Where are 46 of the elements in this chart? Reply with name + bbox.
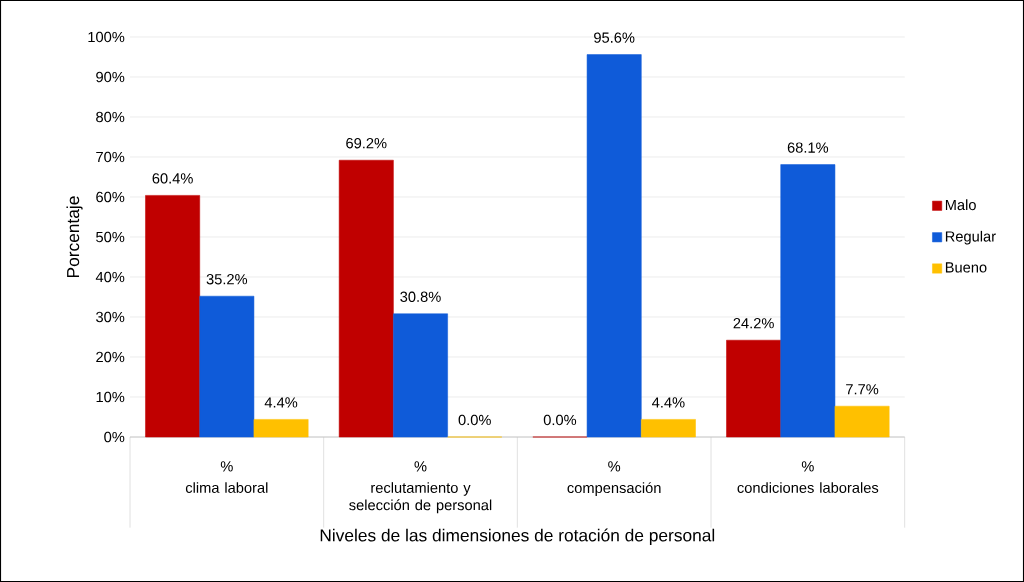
- data-label: 30.8%: [400, 291, 441, 302]
- y-tick-label: 10%: [96, 391, 125, 403]
- y-tick-label: 50%: [96, 231, 125, 243]
- legend-label: Bueno: [945, 262, 987, 273]
- x-axis-title: Niveles de las dimensiones de rotación de personal: [320, 528, 715, 545]
- x-tick-label: reclutamiento y selección de personal: [349, 482, 492, 514]
- y-tick-label: 40%: [95, 271, 125, 283]
- text: %: [220, 461, 233, 472]
- data-label: 7.7%: [846, 384, 879, 395]
- x-tick-label: clima laboral: [185, 482, 268, 493]
- data-label: 69.2%: [346, 138, 387, 149]
- text: %: [801, 461, 814, 472]
- text: %: [414, 461, 427, 472]
- data-label: 68.1%: [787, 142, 829, 153]
- y-tick-label: 90%: [96, 71, 125, 83]
- y-tick-label: 60%: [96, 191, 125, 203]
- bar: [834, 405, 890, 438]
- bar: [641, 419, 696, 438]
- bar: [393, 313, 448, 438]
- bar: [338, 159, 394, 438]
- bar: [199, 295, 255, 438]
- data-label: 4.4%: [264, 397, 298, 408]
- y-tick-label: 100%: [88, 31, 125, 43]
- text: %: [608, 461, 621, 472]
- bar: [586, 54, 642, 438]
- bar: [145, 195, 200, 438]
- y-tick-label: 70%: [96, 151, 125, 163]
- data-label: 0.0%: [458, 414, 491, 426]
- y-tick-label: 80%: [96, 111, 125, 123]
- x-tick-label: compensación: [567, 482, 661, 496]
- y-tick-label: 0%: [104, 431, 125, 443]
- bar: [253, 419, 309, 438]
- data-label: 60.4%: [152, 173, 193, 184]
- legend-label: Malo: [945, 199, 976, 211]
- data-label: 4.4%: [652, 397, 685, 408]
- data-label: 35.2%: [206, 274, 248, 285]
- y-axis-title: Porcentaje: [66, 196, 83, 278]
- data-label: 0.0%: [543, 414, 577, 426]
- data-label: 24.2%: [733, 318, 774, 329]
- legend-label: Regular: [945, 230, 996, 245]
- y-tick-label: 20%: [96, 351, 125, 363]
- y-tick-label: 30%: [96, 311, 125, 323]
- bar: [780, 164, 836, 438]
- bar: [726, 339, 781, 438]
- x-tick-label: condiciones laborales: [737, 482, 879, 493]
- data-label: 95.6%: [594, 32, 635, 43]
